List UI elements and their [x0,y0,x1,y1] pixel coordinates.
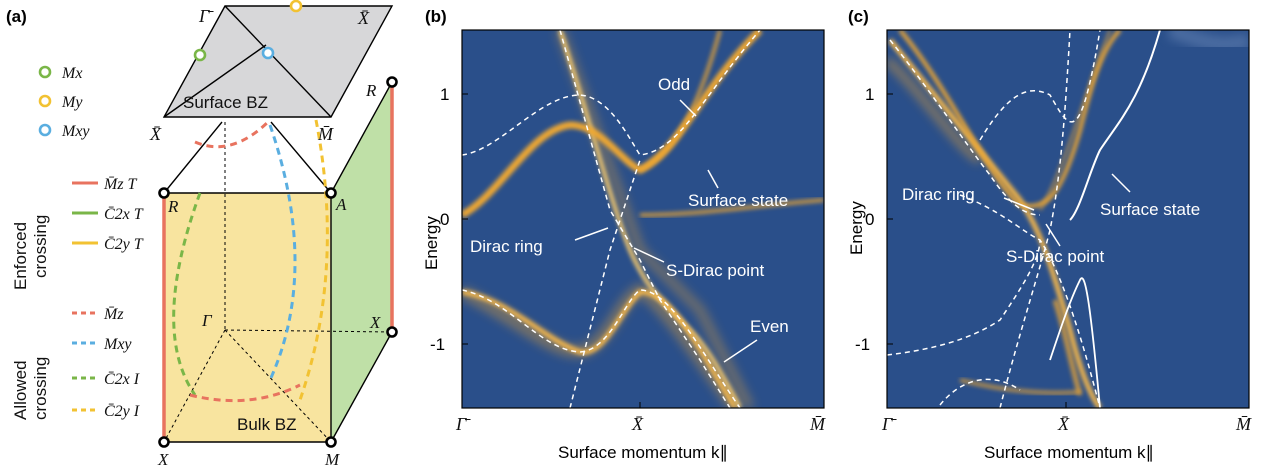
c-ylabel: Energy [847,201,866,255]
c-xtick-m: M̄ [1235,414,1252,434]
point-x-bottom: X [157,450,169,469]
legend-enforced: Enforced crossing M̄z T C̄2x T C̄2y T [11,176,144,290]
c-ytick-0: 0 [865,210,874,229]
panel-c-tag: (c) [848,7,869,26]
legend-mx: Mx [61,65,82,82]
b-xtick-m: M̄ [809,414,826,434]
allowed-title-2: crossing [31,357,50,420]
b-ylabel: Energy [422,216,441,270]
c-ytick-neg1: -1 [855,335,870,354]
b-ytick-0: 0 [440,210,449,229]
allowed-c2x-i: C̄2x I [104,371,140,388]
panel-a: (a) Surface BZ Bulk BZ [6,0,398,469]
panel-b-tag: (b) [425,7,447,26]
marker-mx [193,48,207,62]
legend-mxy: Mxy [61,123,90,140]
c-annot-surface-state: Surface state [1100,200,1200,219]
panel-b-bands [462,30,824,408]
point-x-bar-left: X̄ [149,124,162,144]
point-x-bar-top: X̄ [357,8,370,28]
b-annot-odd: Odd [658,75,690,94]
point-x-right: X [369,313,381,332]
allowed-title-1: Allowed [11,360,30,420]
point-m: M [324,450,340,469]
b-xlabel: Surface momentum k∥ [558,443,728,462]
c-ytick-1: 1 [865,85,874,104]
b-ytick-neg1: -1 [430,335,445,354]
panel-b-plot-area [462,30,824,408]
panel-c: (c) 1 0 -1 Energy Γ̄ [847,7,1252,462]
c-xtick-gamma: Γ̄ [881,414,897,434]
panel-a-tag: (a) [6,7,27,26]
enforced-c2y-t: C̄2y T [104,236,144,253]
point-r-top: R [365,81,377,100]
surface-bz-label: Surface BZ [183,93,268,112]
legend-markers: Mx My Mxy [38,65,90,140]
point-gamma-bar: Γ̄ [198,6,214,26]
b-annot-surface-state: Surface state [688,191,788,210]
legend-allowed: Allowed crossing M̄z Mxy C̄2x I C̄2y I [11,306,140,420]
c-annot-s-dirac: S-Dirac point [1006,247,1105,266]
allowed-mxy: Mxy [103,336,132,353]
bulk-front-face [164,193,331,442]
legend-my: My [61,94,83,111]
point-r-left: R [167,197,179,216]
b-xtick-gamma: Γ̄ [455,414,471,434]
allowed-mz: M̄z [103,306,124,323]
panel-b: (b) 1 0 -1 Energy Γ̄ X̄ [422,7,826,462]
b-annot-s-dirac: S-Dirac point [666,261,765,280]
c-xtick-x: X̄ [1057,414,1070,434]
point-gamma: Γ [201,311,213,330]
c-xlabel: Surface momentum k∥ [984,443,1154,462]
c-annot-dirac-ring: Dirac ring [902,185,975,204]
b-annot-even: Even [750,317,789,336]
point-m-bar: M̄ [317,124,334,144]
enforced-title-1: Enforced [11,222,30,290]
b-ytick-1: 1 [440,85,449,104]
bulk-bz-label: Bulk BZ [237,415,297,434]
enforced-mz-t: M̄z T [103,176,138,193]
point-a: A [335,195,347,214]
b-xtick-x: X̄ [631,414,644,434]
b-annot-dirac-ring: Dirac ring [470,237,543,256]
marker-mxy [261,46,275,60]
allowed-c2y-i: C̄2y I [104,403,140,420]
enforced-c2x-t: C̄2x T [104,206,144,223]
marker-my [289,0,303,13]
enforced-title-2: crossing [31,215,50,278]
bulk-side-face [331,82,392,442]
